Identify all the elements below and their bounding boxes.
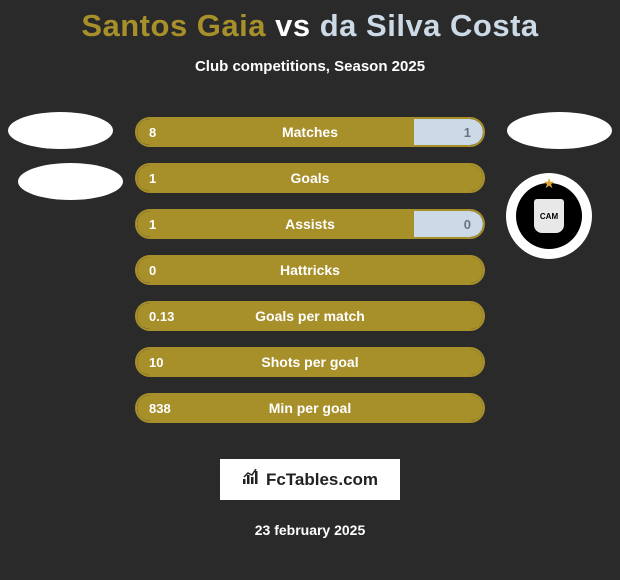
stats-area: ★ CAM 81Matches 1Goals 10Assists 0Hattricks… [0, 117, 620, 423]
stat-row: 0Hattricks [135, 255, 485, 285]
stat-row: 81Matches [135, 117, 485, 147]
date-label: 23 february 2025 [0, 522, 620, 538]
brand-box[interactable]: FcTables.com [220, 459, 400, 500]
player1-badge-2 [18, 163, 123, 200]
stat-row: 1Goals [135, 163, 485, 193]
player2-name: da Silva Costa [320, 8, 539, 43]
chart-icon [242, 469, 260, 490]
crest-shield: CAM [534, 199, 564, 233]
stat-rows: 81Matches 1Goals 10Assists 0Hattricks 0.13Go… [135, 117, 485, 423]
club-crest: ★ CAM [506, 173, 592, 259]
stat-label: Shots per goal [137, 354, 483, 370]
stat-label: Goals per match [137, 308, 483, 324]
player1-name: Santos Gaia [81, 8, 266, 43]
comparison-card: Santos Gaia vs da Silva Costa Club compe… [0, 0, 620, 580]
stat-row: 838Min per goal [135, 393, 485, 423]
stat-label: Assists [137, 216, 483, 232]
footer: FcTables.com 23 february 2025 [0, 459, 620, 538]
page-title: Santos Gaia vs da Silva Costa [0, 8, 620, 44]
stat-label: Hattricks [137, 262, 483, 278]
player2-badge-1 [507, 112, 612, 149]
stat-row: 10Assists [135, 209, 485, 239]
crest-inner: ★ CAM [516, 183, 582, 249]
player1-badge-1 [8, 112, 113, 149]
stat-row: 10Shots per goal [135, 347, 485, 377]
stat-label: Matches [137, 124, 483, 140]
stat-row: 0.13Goals per match [135, 301, 485, 331]
subtitle: Club competitions, Season 2025 [0, 58, 620, 75]
star-icon: ★ [543, 175, 556, 192]
stat-label: Min per goal [137, 400, 483, 416]
stat-label: Goals [137, 170, 483, 186]
vs-text: vs [275, 8, 310, 43]
brand-label: FcTables.com [266, 470, 378, 490]
